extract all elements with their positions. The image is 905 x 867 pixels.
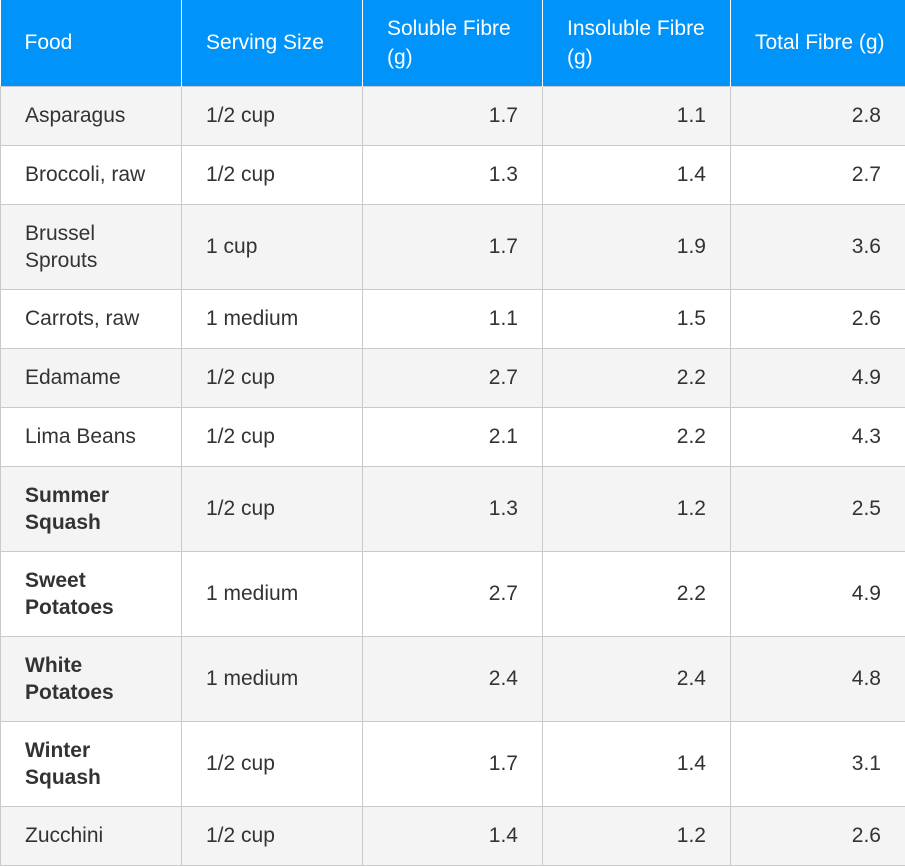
cell-soluble-fibre: 1.7 [362, 85, 543, 146]
cell-food: Sweet Potatoes [0, 550, 182, 637]
cell-total-fibre: 4.9 [730, 347, 905, 408]
cell-serving-size: 1/2 cup [181, 85, 363, 146]
cell-food: Zucchini [0, 805, 182, 866]
table-row: Carrots, raw 1 medium 1.1 1.5 2.6 [0, 288, 905, 349]
cell-serving-size: 1/2 cup [181, 347, 363, 408]
cell-soluble-fibre: 1.3 [362, 144, 543, 205]
cell-insoluble-fibre: 2.2 [542, 550, 731, 637]
cell-food: Asparagus [0, 85, 182, 146]
cell-serving-size: 1/2 cup [181, 720, 363, 807]
header-soluble-fibre: Soluble Fibre (g) [362, 0, 543, 86]
cell-serving-size: 1 medium [181, 550, 363, 637]
cell-soluble-fibre: 2.1 [362, 406, 543, 467]
cell-total-fibre: 3.6 [730, 203, 905, 290]
table-row: Broccoli, raw 1/2 cup 1.3 1.4 2.7 [0, 144, 905, 205]
cell-food: Carrots, raw [0, 288, 182, 349]
cell-serving-size: 1 cup [181, 203, 363, 290]
cell-food: Broccoli, raw [0, 144, 182, 205]
cell-insoluble-fibre: 1.4 [542, 144, 731, 205]
cell-soluble-fibre: 1.4 [362, 805, 543, 866]
header-food: Food [0, 0, 182, 86]
cell-food: Brussel Sprouts [0, 203, 182, 290]
cell-serving-size: 1/2 cup [181, 144, 363, 205]
cell-total-fibre: 2.8 [730, 85, 905, 146]
table-row: Sweet Potatoes 1 medium 2.7 2.2 4.9 [0, 550, 905, 637]
cell-serving-size: 1 medium [181, 288, 363, 349]
cell-serving-size: 1 medium [181, 635, 363, 722]
table-row: White Potatoes 1 medium 2.4 2.4 4.8 [0, 635, 905, 722]
cell-soluble-fibre: 1.1 [362, 288, 543, 349]
cell-serving-size: 1/2 cup [181, 465, 363, 552]
cell-food: Winter Squash [0, 720, 182, 807]
cell-total-fibre: 3.1 [730, 720, 905, 807]
table-row: Edamame 1/2 cup 2.7 2.2 4.9 [0, 347, 905, 408]
cell-total-fibre: 4.9 [730, 550, 905, 637]
header-total-fibre: Total Fibre (g) [730, 0, 905, 86]
cell-total-fibre: 2.6 [730, 805, 905, 866]
table-row: Winter Squash 1/2 cup 1.7 1.4 3.1 [0, 720, 905, 807]
cell-food: White Potatoes [0, 635, 182, 722]
cell-insoluble-fibre: 1.9 [542, 203, 731, 290]
cell-total-fibre: 2.5 [730, 465, 905, 552]
cell-total-fibre: 4.8 [730, 635, 905, 722]
table-row: Summer Squash 1/2 cup 1.3 1.2 2.5 [0, 465, 905, 552]
cell-insoluble-fibre: 1.2 [542, 465, 731, 552]
cell-insoluble-fibre: 1.2 [542, 805, 731, 866]
table-row: Lima Beans 1/2 cup 2.1 2.2 4.3 [0, 406, 905, 467]
cell-soluble-fibre: 1.7 [362, 720, 543, 807]
header-insoluble-fibre: Insoluble Fibre (g) [542, 0, 731, 86]
cell-soluble-fibre: 1.3 [362, 465, 543, 552]
table-header: Food Serving Size Soluble Fibre (g) Inso… [0, 0, 905, 86]
table-body: Asparagus 1/2 cup 1.7 1.1 2.8 Broccoli, raw 1/… [0, 85, 905, 866]
header-row: Food Serving Size Soluble Fibre (g) Inso… [0, 0, 905, 86]
cell-serving-size: 1/2 cup [181, 805, 363, 866]
cell-insoluble-fibre: 1.5 [542, 288, 731, 349]
cell-soluble-fibre: 2.7 [362, 347, 543, 408]
cell-insoluble-fibre: 1.1 [542, 85, 731, 146]
cell-total-fibre: 4.3 [730, 406, 905, 467]
cell-food: Summer Squash [0, 465, 182, 552]
cell-insoluble-fibre: 1.4 [542, 720, 731, 807]
header-serving-size: Serving Size [181, 0, 363, 86]
cell-insoluble-fibre: 2.2 [542, 406, 731, 467]
table-row: Asparagus 1/2 cup 1.7 1.1 2.8 [0, 85, 905, 146]
cell-soluble-fibre: 2.7 [362, 550, 543, 637]
cell-total-fibre: 2.6 [730, 288, 905, 349]
cell-insoluble-fibre: 2.2 [542, 347, 731, 408]
table-row: Zucchini 1/2 cup 1.4 1.2 2.6 [0, 805, 905, 866]
cell-total-fibre: 2.7 [730, 144, 905, 205]
cell-insoluble-fibre: 2.4 [542, 635, 731, 722]
cell-food: Edamame [0, 347, 182, 408]
cell-food: Lima Beans [0, 406, 182, 467]
table-row: Brussel Sprouts 1 cup 1.7 1.9 3.6 [0, 203, 905, 290]
cell-serving-size: 1/2 cup [181, 406, 363, 467]
cell-soluble-fibre: 2.4 [362, 635, 543, 722]
cell-soluble-fibre: 1.7 [362, 203, 543, 290]
